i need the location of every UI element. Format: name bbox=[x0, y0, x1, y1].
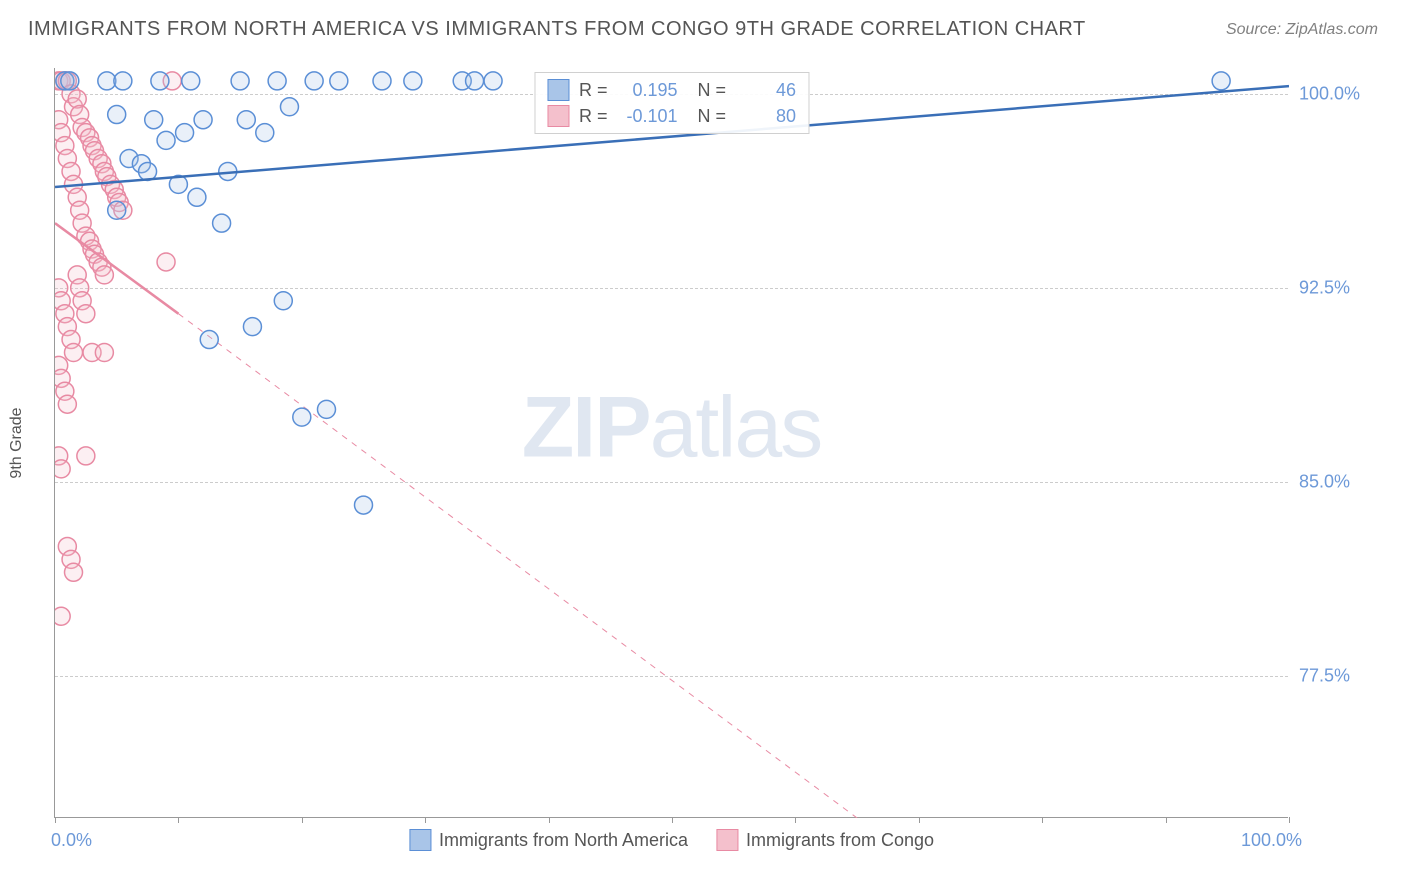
scatter-svg bbox=[55, 68, 1289, 818]
stats-swatch-0 bbox=[547, 79, 569, 101]
chart-header: IMMIGRANTS FROM NORTH AMERICA VS IMMIGRA… bbox=[0, 0, 1406, 49]
legend-swatch-1 bbox=[716, 829, 738, 851]
stats-swatch-1 bbox=[547, 105, 569, 127]
chart-title: IMMIGRANTS FROM NORTH AMERICA VS IMMIGRA… bbox=[28, 18, 1086, 41]
x-tick bbox=[1289, 817, 1290, 823]
chart-source: Source: ZipAtlas.com bbox=[1226, 21, 1378, 39]
x-axis-max-label: 100.0% bbox=[1241, 830, 1302, 851]
plot-area: 9th Grade 77.5%85.0%92.5%100.0% 0.0% 100… bbox=[54, 68, 1288, 818]
stats-row-series-1: R = -0.101 N = 80 bbox=[547, 103, 796, 129]
y-tick-label: 92.5% bbox=[1299, 277, 1350, 298]
stats-r-0: 0.195 bbox=[618, 80, 678, 101]
chart-container: 9th Grade 77.5%85.0%92.5%100.0% 0.0% 100… bbox=[54, 68, 1378, 836]
y-tick-label: 77.5% bbox=[1299, 665, 1350, 686]
legend-bottom: Immigrants from North America Immigrants… bbox=[409, 829, 934, 851]
legend-label-1: Immigrants from Congo bbox=[746, 830, 934, 851]
y-tick-label: 100.0% bbox=[1299, 83, 1360, 104]
legend-item-0: Immigrants from North America bbox=[409, 829, 688, 851]
legend-swatch-0 bbox=[409, 829, 431, 851]
stats-n-0: 46 bbox=[736, 80, 796, 101]
stats-n-1: 80 bbox=[736, 106, 796, 127]
y-tick-label: 85.0% bbox=[1299, 471, 1350, 492]
stats-r-1: -0.101 bbox=[618, 106, 678, 127]
legend-label-0: Immigrants from North America bbox=[439, 830, 688, 851]
correlation-stats-box: R = 0.195 N = 46 R = -0.101 N = 80 bbox=[534, 72, 809, 134]
x-axis-min-label: 0.0% bbox=[51, 830, 92, 851]
legend-item-1: Immigrants from Congo bbox=[716, 829, 934, 851]
y-axis-title: 9th Grade bbox=[8, 407, 26, 478]
stats-row-series-0: R = 0.195 N = 46 bbox=[547, 77, 796, 103]
